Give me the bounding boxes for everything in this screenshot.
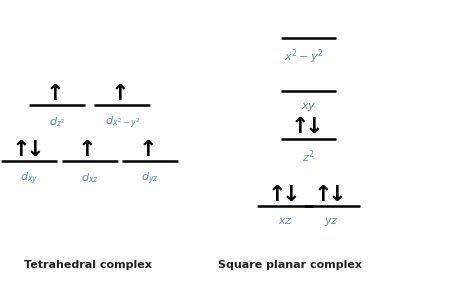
Text: ↑: ↑ <box>111 84 129 104</box>
Text: ↑: ↑ <box>12 140 30 160</box>
Text: $xz$: $xz$ <box>278 216 292 226</box>
Text: ↓: ↓ <box>328 185 347 205</box>
Text: $d_{x^2-y^2}$: $d_{x^2-y^2}$ <box>105 115 140 131</box>
Text: ↑: ↑ <box>45 84 64 104</box>
Text: ↑: ↑ <box>78 140 97 160</box>
Text: $z^2$: $z^2$ <box>302 149 314 165</box>
Text: $d_{xz}$: $d_{xz}$ <box>81 171 99 185</box>
Text: Tetrahedral complex: Tetrahedral complex <box>23 260 151 270</box>
Text: ↓: ↓ <box>26 140 44 160</box>
Text: ↑: ↑ <box>268 185 286 205</box>
Text: Square planar complex: Square planar complex <box>218 260 362 270</box>
Text: $d_{xy}$: $d_{xy}$ <box>20 171 38 187</box>
Text: ↑: ↑ <box>139 140 157 160</box>
Text: $xy$: $xy$ <box>300 101 316 113</box>
Text: ↓: ↓ <box>281 185 300 205</box>
Text: $x^2 - y^2$: $x^2 - y^2$ <box>284 48 323 66</box>
Text: ↑: ↑ <box>314 185 333 205</box>
Text: $d_{yz}$: $d_{yz}$ <box>141 171 159 187</box>
Text: ↓: ↓ <box>305 117 323 137</box>
Text: $yz$: $yz$ <box>324 216 339 228</box>
Text: $d_{z^2}$: $d_{z^2}$ <box>49 115 66 129</box>
Text: ↑: ↑ <box>291 117 309 137</box>
